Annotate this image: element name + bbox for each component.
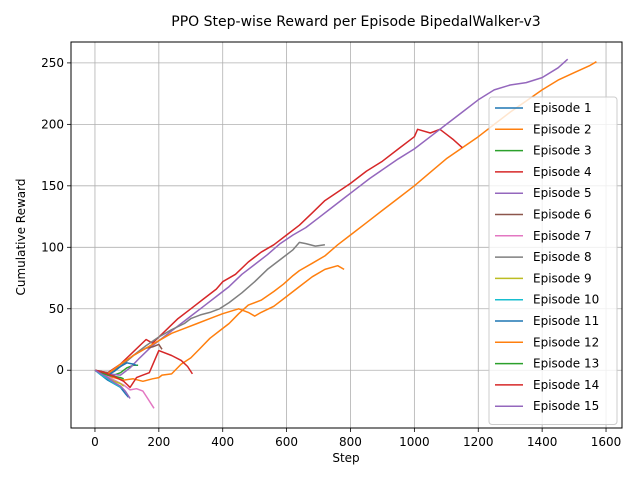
legend-entry: Episode 15 — [533, 399, 599, 413]
series-line-episode-12 — [94, 264, 345, 375]
legend-entry: Episode 5 — [533, 186, 592, 200]
plot-frame — [70, 41, 623, 429]
y-tick-label: 100 — [41, 240, 64, 254]
series-line-episode-7 — [94, 369, 155, 409]
legend-entry: Episode 10 — [533, 293, 599, 307]
x-tick-label: 1000 — [399, 435, 430, 449]
y-axis-label: Cumulative Reward — [14, 179, 28, 296]
x-tick-label: 1600 — [591, 435, 622, 449]
x-tick-label: 1400 — [527, 435, 558, 449]
x-tick-label: 200 — [147, 435, 170, 449]
x-tick-label: 0 — [91, 435, 99, 449]
x-tick-label: 800 — [339, 435, 362, 449]
chart-title: PPO Step-wise Reward per Episode Bipedal… — [171, 14, 540, 30]
y-tick-label: 200 — [41, 117, 64, 131]
axis-ticks: 0 200 400 600 800 1000 1200 1400 1600 0 50 100 150 20… — [41, 56, 621, 449]
legend-entry: Episode 8 — [533, 250, 592, 264]
y-tick-label: 250 — [41, 56, 64, 70]
y-tick-label: 0 — [56, 363, 64, 377]
legend-entry: Episode 2 — [533, 122, 592, 136]
x-tick-label: 1200 — [463, 435, 494, 449]
legend-entry: Episode 9 — [533, 271, 592, 285]
series-line-episode-8 — [94, 241, 326, 375]
series-line-episode-10 — [94, 369, 123, 390]
legend-entry: Episode 12 — [533, 335, 599, 349]
legend-entry: Episode 14 — [533, 378, 599, 392]
series-line-episode-15 — [94, 369, 131, 399]
legend-entry: Episode 6 — [533, 208, 592, 222]
legend-entry: Episode 11 — [533, 314, 599, 328]
x-axis-label: Step — [332, 451, 359, 465]
legend-entry: Episode 4 — [533, 165, 592, 179]
y-tick-label: 50 — [49, 302, 64, 316]
legend-entry: Episode 7 — [533, 229, 592, 243]
series-lines — [94, 58, 597, 409]
series-line-episode-14 — [94, 349, 194, 389]
y-tick-label: 150 — [41, 179, 64, 193]
x-tick-label: 600 — [275, 435, 298, 449]
legend-entry: Episode 3 — [533, 144, 592, 158]
series-line-episode-4 — [94, 128, 463, 374]
legend-entry: Episode 1 — [533, 101, 592, 115]
x-tick-label: 400 — [211, 435, 234, 449]
legend: Episode 1 Episode 2 Episode 3 Episode 4 Epis… — [488, 96, 618, 425]
legend-entry: Episode 13 — [533, 357, 599, 371]
